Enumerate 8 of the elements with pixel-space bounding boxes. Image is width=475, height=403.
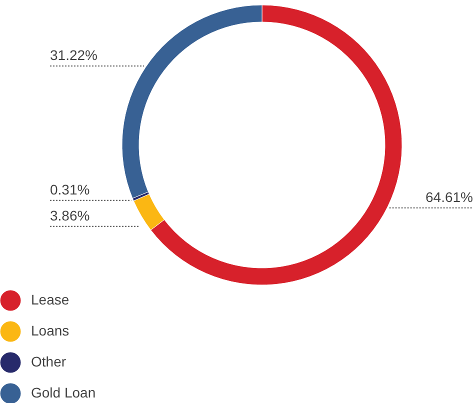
data-label: 3.86% xyxy=(50,207,90,224)
legend-label: Lease xyxy=(31,292,70,308)
legend-label: Other xyxy=(31,354,66,370)
legend-label: Gold Loan xyxy=(31,384,96,400)
data-label: 31.22% xyxy=(50,47,98,63)
data-label: 64.61% xyxy=(426,188,473,205)
legend-label: Loans xyxy=(31,322,70,338)
data-label: 0.31% xyxy=(50,181,90,198)
